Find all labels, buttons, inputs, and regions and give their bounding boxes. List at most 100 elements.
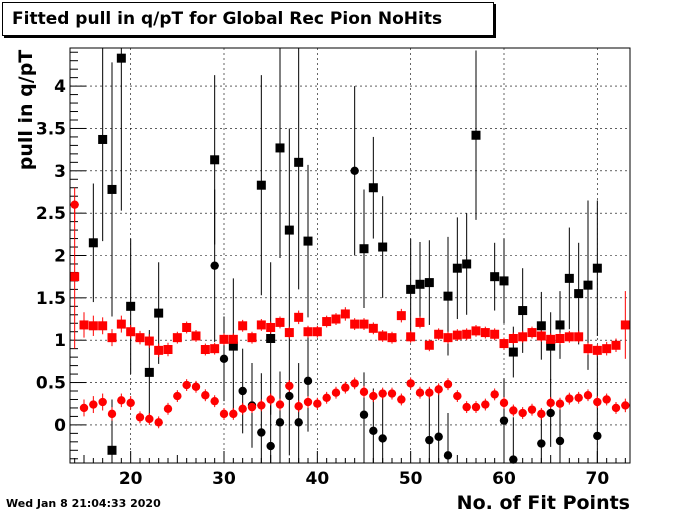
x-tick-label: 40: [305, 469, 329, 489]
data-point-circle: [266, 395, 275, 404]
data-point-circle: [294, 418, 303, 427]
data-point-square: [182, 322, 192, 332]
data-point-circle: [210, 261, 219, 270]
data-point-circle: [509, 455, 518, 464]
data-point-square: [471, 130, 481, 140]
data-point-square: [387, 333, 397, 343]
y-tick-label: 3.5: [36, 119, 66, 139]
data-point-square: [462, 329, 472, 339]
data-point-square: [415, 279, 425, 289]
chart-title: Fitted pull in q/pT for Global Rec Pion …: [12, 9, 443, 29]
data-point-circle: [425, 388, 434, 397]
data-point-circle: [387, 389, 397, 398]
data-point-circle: [546, 398, 555, 408]
data-point-square: [312, 327, 322, 337]
data-point-circle: [378, 389, 387, 398]
data-point-circle: [621, 401, 630, 410]
data-point-circle: [275, 418, 285, 427]
data-point-circle: [210, 396, 219, 406]
data-point-square: [107, 333, 117, 343]
data-point-square: [116, 319, 126, 329]
data-point-circle: [285, 391, 294, 401]
data-point-square: [172, 333, 182, 343]
data-point-circle: [574, 393, 583, 402]
data-point-circle: [79, 403, 89, 413]
y-tick-label: 1: [54, 331, 66, 351]
data-point-square: [116, 53, 126, 63]
data-point-square: [574, 332, 584, 342]
data-point-circle: [182, 380, 191, 390]
data-point-circle: [341, 383, 350, 392]
data-point-square: [126, 327, 136, 337]
data-point-circle: [537, 409, 546, 419]
data-point-circle: [322, 393, 331, 402]
data-point-square: [368, 183, 378, 193]
data-point-circle: [434, 385, 443, 394]
data-point-circle: [425, 435, 434, 445]
data-point-square: [443, 291, 453, 301]
data-point-square: [359, 319, 369, 329]
data-point-square: [154, 345, 164, 355]
data-point-square: [434, 329, 444, 339]
data-point-square: [210, 155, 220, 165]
data-point-square: [378, 331, 388, 341]
data-point-circle: [518, 408, 527, 418]
data-point-circle: [70, 200, 79, 209]
datestamp: Wed Jan 8 21:04:33 2020: [6, 497, 161, 510]
data-point-square: [303, 236, 313, 246]
data-point-square: [210, 344, 220, 354]
data-point-circle: [98, 397, 107, 407]
data-point-circle: [359, 387, 369, 397]
data-point-square: [275, 143, 285, 153]
data-point-square: [583, 344, 593, 354]
data-point-square: [518, 332, 528, 342]
data-point-square: [294, 312, 304, 322]
data-point-circle: [163, 404, 173, 413]
data-point-square: [191, 331, 201, 341]
data-point-circle: [499, 416, 509, 425]
data-point-circle: [275, 400, 285, 409]
data-point-circle: [154, 418, 163, 427]
data-point-circle: [555, 399, 565, 408]
data-point-circle: [107, 409, 117, 419]
data-point-circle: [135, 413, 145, 422]
data-point-square: [471, 326, 481, 336]
data-point-square: [350, 319, 360, 329]
data-point-circle: [481, 400, 490, 409]
y-tick-label: 2: [54, 247, 66, 267]
data-point-circle: [294, 402, 303, 411]
y-tick-label: 0.5: [36, 374, 66, 394]
x-tick-label: 30: [212, 469, 236, 489]
data-point-square: [107, 445, 117, 455]
data-point-circle: [593, 431, 602, 441]
data-point-square: [238, 321, 248, 331]
data-point-square: [536, 331, 546, 341]
data-point-circle: [369, 426, 378, 436]
data-point-circle: [247, 402, 257, 412]
data-point-square: [555, 334, 565, 343]
data-point-square: [564, 332, 574, 342]
data-point-square: [322, 317, 332, 327]
data-point-square: [256, 320, 266, 330]
data-point-square: [79, 320, 89, 330]
data-point-circle: [378, 434, 387, 443]
data-point-circle: [583, 391, 593, 400]
data-point-circle: [191, 382, 201, 391]
data-point-circle: [89, 400, 98, 409]
data-point-circle: [490, 390, 499, 399]
data-point-circle: [229, 409, 238, 419]
y-tick-label: 2.5: [36, 204, 66, 224]
data-point-circle: [145, 414, 154, 424]
data-point-square: [200, 345, 210, 355]
data-point-square: [359, 244, 369, 254]
data-point-square: [154, 308, 164, 318]
data-point-square: [284, 328, 294, 338]
data-point-square: [378, 242, 388, 252]
data-point-square: [70, 272, 80, 282]
data-point-square: [275, 317, 285, 327]
data-point-square: [583, 280, 593, 290]
data-point-square: [228, 334, 238, 344]
data-point-square: [480, 328, 490, 338]
data-point-circle: [303, 397, 313, 407]
